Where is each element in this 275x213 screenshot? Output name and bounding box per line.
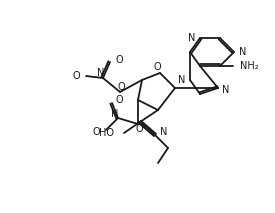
Text: N: N [111,109,119,119]
Text: N: N [178,75,185,85]
Text: O: O [116,55,124,65]
Text: N: N [160,127,167,137]
Text: N: N [239,47,246,57]
Text: HO: HO [99,128,114,138]
Text: O: O [117,82,125,92]
Text: N: N [97,68,105,78]
Text: O: O [116,95,124,105]
Text: O: O [72,71,80,81]
Text: N: N [222,85,229,95]
Text: N: N [188,33,195,43]
Text: O: O [92,127,100,137]
Text: O: O [135,124,143,134]
Text: O: O [153,62,161,72]
Text: NH₂: NH₂ [240,61,258,71]
